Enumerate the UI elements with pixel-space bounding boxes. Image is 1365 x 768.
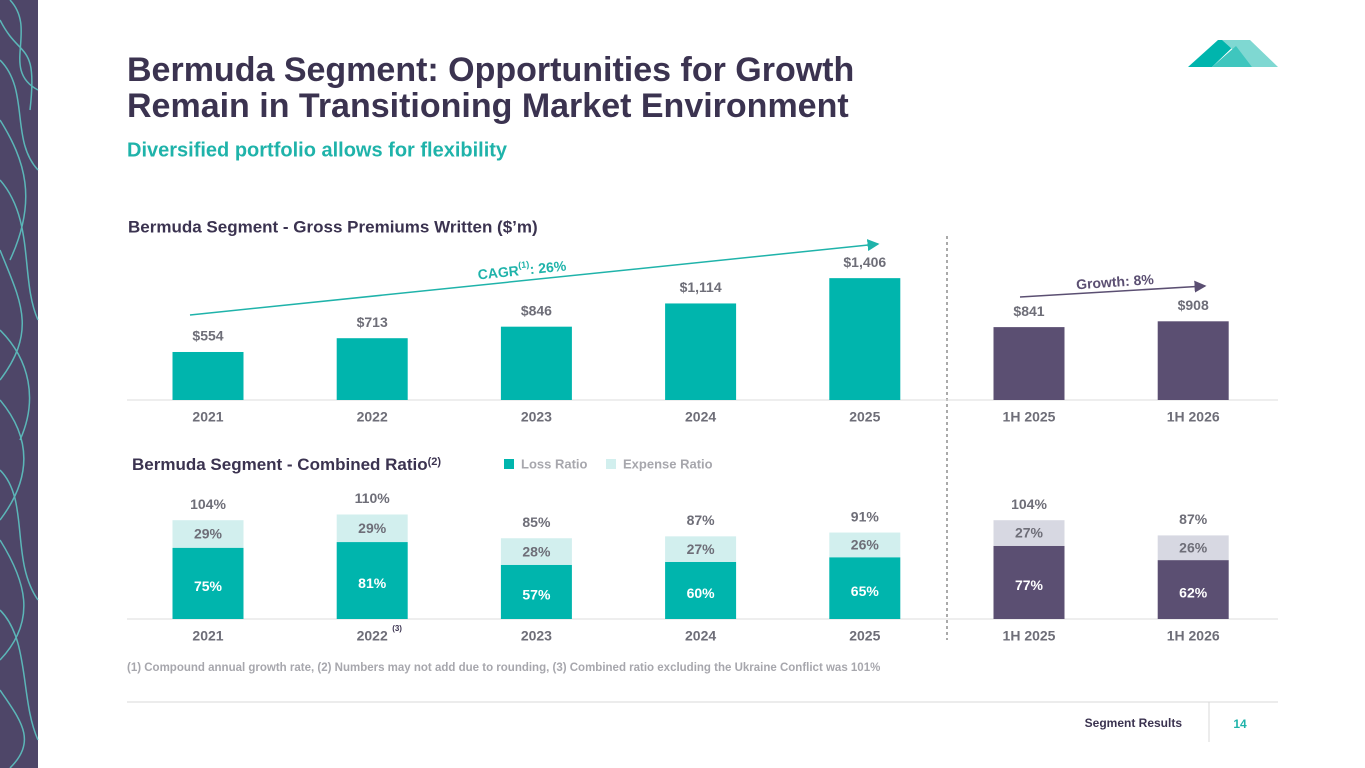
segment-label: 28%	[522, 543, 551, 559]
segment-label: 81%	[358, 575, 387, 591]
bar-segment	[829, 557, 901, 619]
x-tick-label: 1H 2025	[1003, 628, 1056, 644]
bar-segment	[500, 564, 572, 619]
x-tick-label: 2022	[357, 409, 388, 425]
bar	[993, 327, 1065, 400]
slide-subtitle: Diversified portfolio allows for flexibi…	[127, 139, 508, 161]
left-decoration	[0, 0, 39, 768]
bar-segment	[1157, 535, 1229, 561]
footer-section: Segment Results	[1085, 716, 1183, 730]
value-label: $841	[1013, 303, 1044, 319]
bar-segment	[665, 536, 737, 562]
legend-label: Loss Ratio	[521, 456, 588, 471]
x-tick-label: 2025	[849, 409, 880, 425]
segment-label: 26%	[1179, 539, 1208, 555]
chart-title-text: Bermuda Segment - Combined Ratio	[132, 455, 428, 474]
x-tick-label: 2021	[192, 628, 223, 644]
x-tick-label: 1H 2026	[1167, 628, 1220, 644]
bar-segment	[993, 545, 1065, 619]
value-label: $846	[521, 302, 552, 318]
total-label: 87%	[1179, 511, 1208, 527]
x-tick-label: 1H 2026	[1167, 409, 1220, 425]
slide-title: Bermuda Segment: Opportunities for Growt…	[127, 51, 854, 89]
bar-segment	[829, 532, 901, 558]
bar-segment	[500, 538, 572, 565]
cagr-superscript: (1)	[518, 260, 530, 271]
growth-arrow	[1019, 280, 1207, 298]
segment-label: 26%	[851, 537, 880, 553]
total-label: 85%	[522, 514, 551, 530]
total-label: 110%	[355, 490, 391, 506]
bar-segment	[172, 547, 244, 619]
x-tick-label: 2025	[849, 628, 880, 644]
growth-label: Growth: 8%	[1076, 271, 1155, 292]
segment-label: 62%	[1179, 584, 1208, 600]
segment-label: 57%	[522, 587, 551, 603]
legend-label: Expense Ratio	[623, 456, 713, 471]
x-tick-label: 2023	[521, 409, 552, 425]
segment-label: 29%	[358, 520, 387, 536]
segment-label: 77%	[1015, 577, 1044, 593]
value-label: $908	[1178, 297, 1209, 313]
value-label: $713	[357, 314, 388, 330]
bar	[665, 303, 737, 400]
cagr-label: CAGR(1): 26%	[477, 256, 568, 282]
bar-segment	[993, 520, 1065, 546]
x-tick-superscript: (3)	[392, 624, 402, 633]
segment-label: 65%	[851, 583, 880, 599]
x-tick-label: 2024	[685, 409, 716, 425]
footnote: (1) Compound annual growth rate, (2) Num…	[127, 662, 880, 674]
x-tick-label: 1H 2025	[1003, 409, 1056, 425]
bar-segment	[336, 514, 408, 543]
value-label: $554	[192, 328, 223, 344]
value-label: $1,406	[843, 254, 886, 270]
bar-segment	[336, 542, 408, 619]
bar	[1157, 321, 1229, 400]
logo	[1188, 40, 1278, 67]
legend-swatch	[606, 459, 616, 469]
total-label: 91%	[851, 508, 880, 524]
segment-label: 75%	[194, 578, 223, 594]
chart-title: Bermuda Segment - Gross Premiums Written…	[128, 217, 538, 236]
segment-label: 27%	[687, 541, 716, 557]
bar	[829, 278, 901, 400]
x-tick-label: 2023	[521, 628, 552, 644]
legend-swatch	[504, 459, 514, 469]
x-tick-label: 2021	[192, 409, 223, 425]
total-label: 104%	[1011, 496, 1047, 512]
slide-title: Remain in Transitioning Market Environme…	[127, 87, 849, 125]
cagr-suffix: : 26%	[529, 257, 568, 277]
x-tick-label: 2024	[685, 628, 716, 644]
bar-segment	[172, 520, 244, 548]
bar	[500, 326, 572, 400]
cagr-text: CAGR	[477, 262, 520, 282]
chart-title-superscript: (2)	[428, 456, 442, 468]
bar-segment	[1157, 560, 1229, 619]
value-label: $1,114	[680, 279, 722, 295]
total-label: 104%	[190, 496, 226, 512]
segment-label: 29%	[194, 526, 223, 542]
segment-label: 27%	[1015, 525, 1044, 541]
cagr-arrow	[189, 239, 880, 316]
bar	[172, 351, 244, 400]
total-label: 87%	[687, 512, 716, 528]
page-number: 14	[1233, 717, 1247, 731]
bar	[336, 338, 408, 400]
bar-segment	[665, 562, 737, 619]
x-tick-label: 2022	[357, 628, 388, 644]
segment-label: 60%	[687, 585, 716, 601]
chart-title: Bermuda Segment - Combined Ratio(2)	[132, 455, 441, 474]
